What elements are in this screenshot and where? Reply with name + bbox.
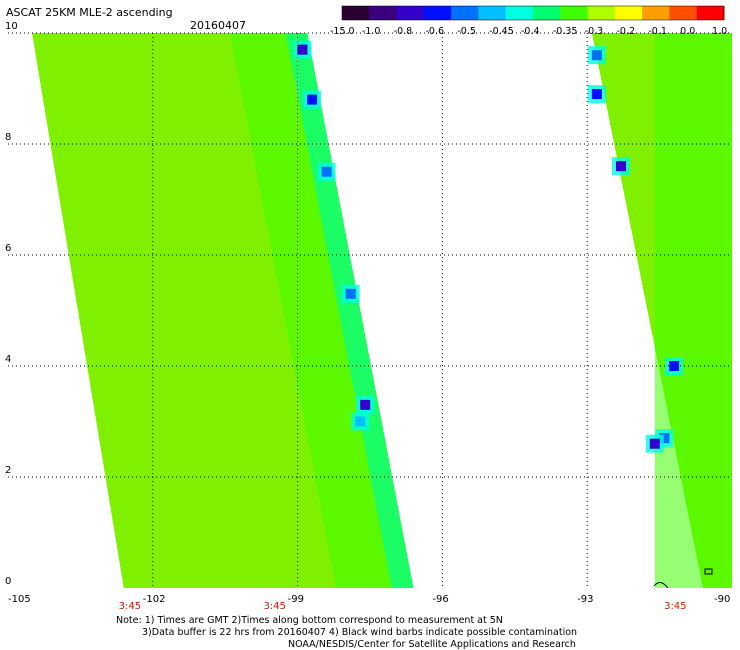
- colorbar-frame: [341, 5, 725, 21]
- colorbar-label: -15.0: [330, 26, 355, 37]
- colorbar-segment-3: [423, 6, 452, 20]
- colorbar-segment-1: [369, 6, 398, 20]
- colorbar-segment-12: [669, 6, 698, 20]
- value-spot-9: [669, 361, 680, 371]
- colorbar-segment-7: [533, 6, 561, 20]
- note-line-2: 3)Data buffer is 22 hrs from 20160407 4)…: [142, 627, 578, 638]
- x-tick-label: -93: [577, 594, 594, 605]
- y-tick-label: 8: [5, 132, 12, 143]
- value-spot-2: [321, 166, 332, 177]
- y-tick-label: 10: [5, 21, 18, 32]
- value-spot-3: [345, 288, 356, 299]
- time-label: 3:45: [263, 601, 286, 612]
- value-spot-10: [659, 433, 670, 444]
- colorbar-label: -1.0: [361, 26, 381, 37]
- x-tick-label: -90: [714, 594, 731, 605]
- time-label: 3:45: [118, 601, 142, 612]
- x-tick-label: -99: [287, 594, 304, 605]
- colorbar-segment-11: [642, 6, 670, 20]
- note-line-3: NOAA/NESDIS/Center for Satellite Applica…: [288, 639, 576, 650]
- colorbar-label: -0.8: [393, 26, 413, 37]
- colorbar-label: -0.35: [552, 26, 578, 37]
- value-spot-5: [360, 399, 371, 410]
- x-tick-label: -102: [142, 594, 166, 605]
- y-tick-label: 4: [5, 354, 12, 365]
- value-spot-7: [591, 89, 602, 100]
- colorbar-label: -0.3: [584, 26, 604, 37]
- note-line-1: Note: 1) Times are GMT 2)Times along bot…: [116, 615, 503, 626]
- colorbar-segment-13: [696, 6, 725, 20]
- value-spot-0: [297, 44, 308, 55]
- x-tick-label: -96: [432, 594, 449, 605]
- value-spot-4: [355, 416, 366, 427]
- colorbar-segment-6: [505, 6, 534, 20]
- colorbar-label: -0.6: [425, 26, 445, 37]
- value-spot-1: [307, 94, 318, 105]
- y-tick-label: 6: [5, 243, 12, 254]
- colorbar-segment-8: [560, 6, 589, 20]
- x-tick-label: -105: [8, 594, 31, 605]
- time-label: 3:45: [664, 601, 687, 612]
- colorbar-label: -0.2: [616, 26, 636, 37]
- y-tick-label: 0: [5, 576, 12, 587]
- colorbar-segment-9: [587, 6, 616, 20]
- colorbar-label: 1.0: [712, 26, 728, 37]
- chart-date: 20160407: [190, 19, 246, 32]
- colorbar-label: -0.1: [648, 26, 667, 37]
- coastline-mark: [653, 582, 669, 589]
- colorbar-segment-2: [396, 6, 425, 20]
- value-spot-6: [591, 50, 602, 61]
- value-spot-8: [615, 161, 626, 172]
- colorbar-label: -0.4: [521, 26, 540, 37]
- swath-band-2: [654, 33, 732, 588]
- colorbar-segment-0: [342, 6, 370, 20]
- y-tick-label: 2: [5, 465, 12, 476]
- swath-edge-strip: [285, 33, 414, 588]
- island-mark: [704, 568, 713, 575]
- colorbar-label: -0.45: [489, 26, 514, 37]
- colorbar-segment-4: [451, 6, 479, 20]
- colorbar-segment-10: [614, 6, 643, 20]
- colorbar-label: 0.0: [680, 26, 696, 37]
- colorbar-segment-5: [478, 6, 507, 20]
- chart-title: ASCAT 25KM MLE-2 ascending: [6, 6, 173, 19]
- colorbar-label: -0.5: [457, 26, 476, 37]
- value-spot-11: [649, 438, 660, 449]
